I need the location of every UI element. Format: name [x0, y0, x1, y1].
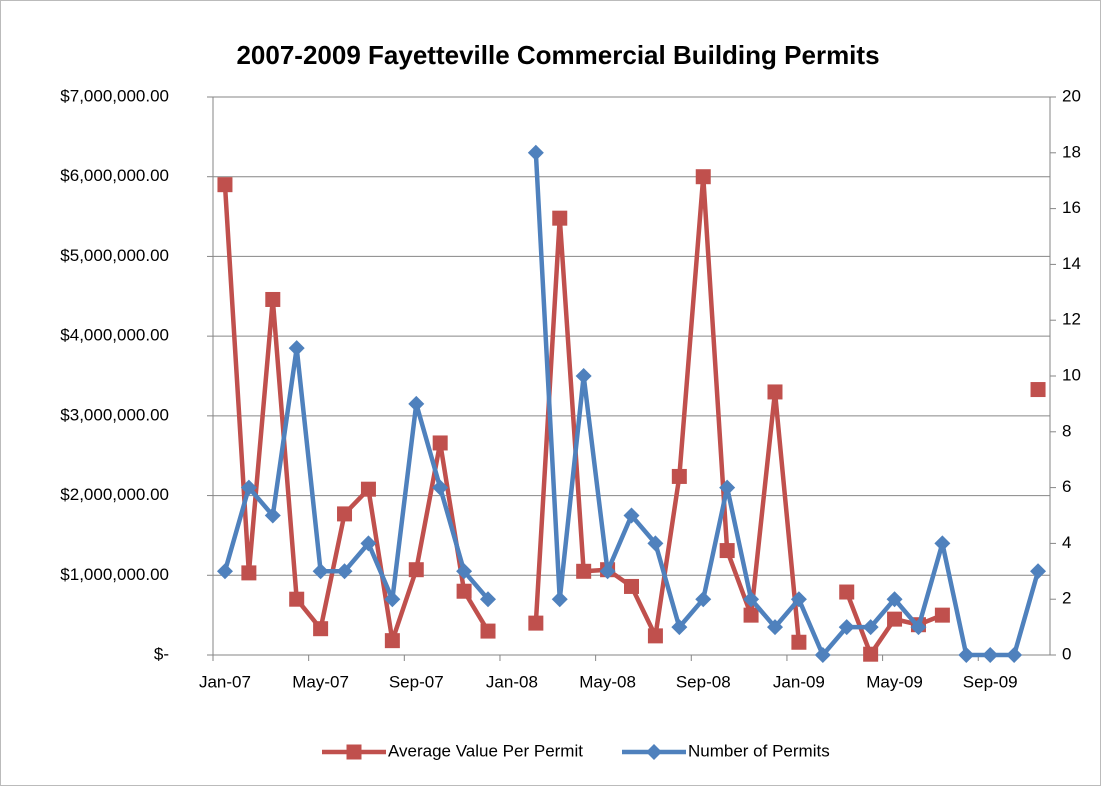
marker: [599, 563, 616, 580]
y2-tick-label: 2: [1062, 589, 1071, 608]
chart-title: 2007-2009 Fayetteville Commercial Buildi…: [236, 40, 879, 70]
marker: [719, 479, 736, 496]
marker: [289, 591, 305, 607]
marker: [910, 619, 927, 636]
marker: [240, 479, 257, 496]
y2-tick-label: 4: [1062, 533, 1071, 552]
marker: [1030, 382, 1046, 398]
x-tick-label: May-07: [292, 672, 349, 691]
x-tick-label: Jan-08: [486, 672, 538, 691]
marker: [766, 619, 783, 636]
marker: [576, 563, 592, 579]
x-tick-label: Sep-07: [389, 672, 444, 691]
marker: [790, 591, 807, 608]
marker: [432, 479, 449, 496]
marker: [360, 481, 376, 497]
marker: [719, 543, 735, 559]
marker: [456, 563, 473, 580]
marker: [671, 619, 688, 636]
marker: [456, 583, 472, 599]
y-tick-label: $7,000,000.00: [60, 86, 169, 105]
y-tick-label: $2,000,000.00: [60, 485, 169, 504]
marker: [480, 623, 496, 639]
marker: [839, 584, 855, 600]
y2-tick-label: 14: [1062, 254, 1081, 273]
y-tick-label: $6,000,000.00: [60, 166, 169, 185]
marker: [695, 169, 711, 185]
legend-label: Average Value Per Permit: [388, 741, 583, 760]
y-tick-label: $5,000,000.00: [60, 246, 169, 265]
series-line: [222, 152, 1041, 658]
marker: [337, 506, 353, 522]
y2-tick-label: 0: [1062, 644, 1071, 663]
y-tick-label: $3,000,000.00: [60, 405, 169, 424]
marker: [624, 578, 639, 594]
legend-marker: [346, 744, 362, 760]
marker: [527, 144, 544, 161]
marker: [695, 591, 712, 608]
marker: [671, 468, 687, 484]
marker: [886, 591, 903, 608]
marker: [743, 591, 760, 608]
marker: [384, 633, 400, 649]
marker: [264, 507, 281, 524]
y2-tick-label: 18: [1062, 142, 1081, 161]
marker: [265, 291, 281, 307]
marker: [217, 177, 233, 193]
marker: [1030, 563, 1047, 580]
marker: [551, 591, 568, 608]
marker: [313, 621, 329, 637]
marker: [791, 634, 807, 650]
y2-tick-label: 6: [1062, 477, 1071, 496]
x-tick-label: Sep-09: [963, 672, 1018, 691]
y-tick-label: $1,000,000.00: [60, 565, 169, 584]
marker: [241, 565, 257, 581]
legend-label: Number of Permits: [688, 741, 830, 760]
marker: [216, 563, 233, 580]
x-tick-label: Jan-07: [199, 672, 251, 691]
legend-marker: [646, 744, 662, 760]
marker: [288, 340, 305, 357]
marker: [336, 563, 353, 580]
marker: [934, 607, 950, 623]
y2-tick-label: 10: [1062, 365, 1081, 384]
x-tick-label: Jan-09: [773, 672, 825, 691]
marker: [360, 535, 377, 552]
x-tick-label: May-08: [579, 672, 636, 691]
marker: [647, 628, 663, 644]
marker: [623, 507, 640, 524]
marker: [384, 591, 401, 608]
marker: [1006, 647, 1023, 663]
y-tick-label: $4,000,000.00: [60, 326, 169, 345]
marker: [887, 611, 903, 627]
marker: [982, 647, 999, 663]
marker: [480, 591, 497, 608]
y2-tick-label: 20: [1062, 86, 1081, 105]
y2-tick-label: 16: [1062, 198, 1081, 217]
marker: [408, 395, 425, 412]
marker: [838, 619, 855, 636]
marker: [312, 563, 329, 580]
marker: [408, 562, 424, 578]
marker: [958, 647, 975, 663]
marker: [432, 435, 448, 451]
y2-tick-label: 8: [1062, 421, 1071, 440]
y2-tick-label: 12: [1062, 310, 1081, 329]
y-tick-label: $-: [154, 644, 169, 663]
marker: [552, 210, 568, 226]
marker: [814, 647, 831, 663]
marker: [934, 535, 951, 552]
marker: [528, 615, 544, 631]
x-tick-label: Sep-08: [676, 672, 731, 691]
marker: [863, 646, 879, 662]
marker: [862, 619, 879, 636]
x-tick-label: May-09: [866, 672, 923, 691]
marker: [575, 368, 592, 384]
marker: [767, 384, 783, 400]
marker: [743, 607, 759, 623]
marker: [647, 535, 664, 552]
